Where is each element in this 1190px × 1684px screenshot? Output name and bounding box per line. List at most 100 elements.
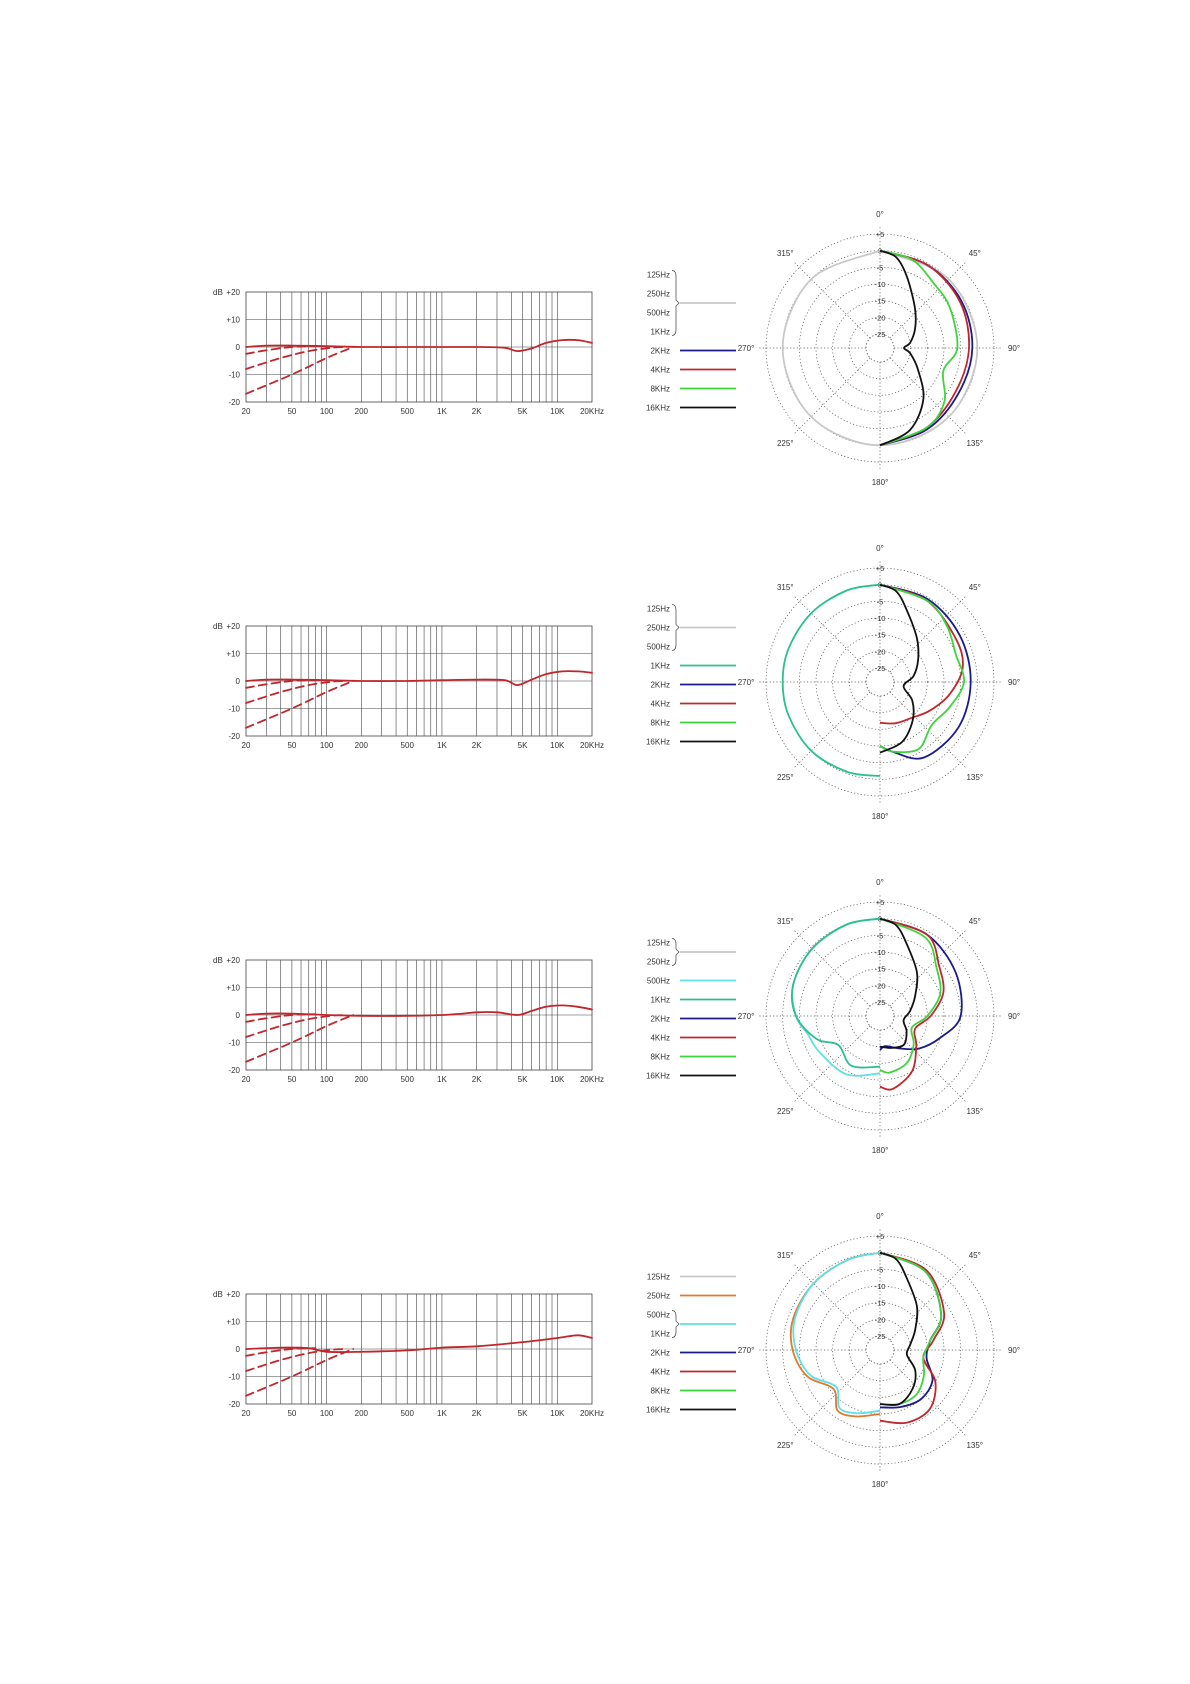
response-curve-rolloff (245, 1014, 355, 1063)
ring-label: -5 (877, 931, 884, 940)
legend-label: 4KHz (650, 1368, 670, 1377)
angle-label: 0° (876, 1212, 884, 1221)
angle-label: 225° (777, 1441, 794, 1450)
response-curve-rolloff (245, 346, 355, 395)
ring-label: +5 (876, 898, 885, 907)
y-tick-label: -20 (228, 398, 240, 407)
legend-4: 125Hz 250Hz 500Hz 1KHz 2KHz 4KHz 8KHz 16KHz (646, 1273, 736, 1415)
response-curve-rolloff (245, 1013, 317, 1023)
angle-label: 180° (872, 812, 889, 821)
legend-label: 500Hz (647, 977, 670, 986)
y-axis-unit: dB (213, 622, 223, 631)
angle-label: 90° (1008, 1346, 1020, 1355)
y-tick-label: +20 (226, 956, 240, 965)
ring-label: -5 (877, 597, 884, 606)
ring-label: -20 (875, 313, 886, 322)
polar-series (879, 917, 919, 1049)
ring-label: -15 (875, 297, 886, 306)
angle-label: 270° (738, 678, 755, 687)
x-tick-label: 20 (242, 1409, 251, 1418)
x-tick-label: 50 (287, 1075, 296, 1084)
response-curve-rolloff (245, 345, 317, 355)
y-tick-label: +20 (226, 1290, 240, 1299)
polar-spoke (889, 691, 967, 769)
angle-label: 270° (738, 344, 755, 353)
angle-label: 0° (876, 210, 884, 219)
x-tick-label: 10K (550, 741, 565, 750)
angle-label: 90° (1008, 1012, 1020, 1021)
polar-ring (815, 283, 945, 413)
legend-label: 4KHz (650, 700, 670, 709)
legend-brace (671, 1310, 680, 1338)
polar-ring (765, 901, 995, 1131)
legend-label: 2KHz (650, 1015, 670, 1024)
angle-label: 45° (969, 917, 981, 926)
angle-label: 270° (738, 1012, 755, 1021)
angle-label: 45° (969, 249, 981, 258)
ring-label: -25 (875, 1332, 886, 1341)
x-tick-label: 2K (472, 407, 482, 416)
legend-1: 125Hz 250Hz 500Hz 1KHz 2KHz 4KHz 8KHz 16KHz (646, 270, 736, 413)
polar-series (879, 583, 920, 754)
angle-label: 135° (966, 1107, 983, 1116)
y-tick-label: -20 (228, 1400, 240, 1409)
legend-label: 250Hz (647, 290, 670, 299)
x-tick-label: 5K (518, 741, 528, 750)
response-curve-main (245, 1004, 593, 1017)
polar-ring (798, 600, 962, 764)
x-tick-label: 20 (242, 1075, 251, 1084)
response-curve-rolloff (245, 1348, 348, 1372)
polar-spoke (889, 261, 967, 339)
legend-label: 1KHz (650, 328, 670, 337)
polar-ring (848, 316, 912, 380)
polar-ring (798, 934, 962, 1098)
ring-label: -10 (875, 1282, 886, 1291)
legend-label: 4KHz (650, 1034, 670, 1043)
polar-series (879, 583, 965, 754)
x-tick-label: 20KHz (580, 1075, 604, 1084)
polar-ring (798, 266, 962, 430)
x-tick-label: 1K (437, 1409, 447, 1418)
polar-ring (815, 951, 945, 1081)
ring-label: -10 (875, 280, 886, 289)
angle-label: 90° (1008, 678, 1020, 687)
y-tick-label: +10 (226, 316, 240, 325)
polar-series (879, 1251, 943, 1406)
x-tick-label: 1K (437, 1075, 447, 1084)
legend-label: 1KHz (650, 1330, 670, 1339)
ring-label: -20 (875, 647, 886, 656)
y-tick-label: -20 (228, 732, 240, 741)
angle-label: 135° (966, 439, 983, 448)
ring-label: +5 (876, 1232, 885, 1241)
y-tick-label: -20 (228, 1066, 240, 1075)
polar-ring (815, 617, 945, 747)
ring-label: -25 (875, 664, 886, 673)
frequency-response-chart-3: +20 +10 0 -10 -20 dB 20 50 100 200 500 1K 2K 5K 10K 20K… (213, 956, 604, 1084)
angle-label: 180° (872, 1480, 889, 1489)
response-curve-rolloff (245, 346, 348, 370)
x-tick-label: 200 (355, 741, 369, 750)
x-tick-label: 500 (401, 1409, 415, 1418)
polar-ring (782, 1252, 978, 1448)
x-tick-label: 20KHz (580, 1409, 604, 1418)
y-tick-label: -10 (228, 705, 240, 714)
x-tick-label: 500 (401, 407, 415, 416)
y-tick-label: 0 (236, 677, 241, 686)
legend-label: 2KHz (650, 1349, 670, 1358)
y-tick-label: 0 (236, 343, 241, 352)
angle-label: 90° (1008, 344, 1020, 353)
response-curve-main (245, 1334, 593, 1353)
y-tick-label: 0 (236, 1011, 241, 1020)
frequency-response-chart-1: +20 +10 0 -10 -20 dB 20 50 100 200 500 1K 2K 5K 10K 20K… (213, 288, 604, 416)
legend-label: 16KHz (646, 1406, 670, 1415)
legend-label: 2KHz (650, 681, 670, 690)
x-tick-label: 100 (320, 1075, 334, 1084)
polar-series (879, 1251, 919, 1406)
x-tick-label: 100 (320, 1409, 334, 1418)
polar-spoke (793, 357, 871, 435)
y-tick-label: -10 (228, 371, 240, 380)
legend-label: 125Hz (647, 271, 670, 280)
polar-series (879, 583, 972, 760)
response-curve-rolloff (245, 1014, 348, 1038)
polar-series (879, 249, 925, 447)
